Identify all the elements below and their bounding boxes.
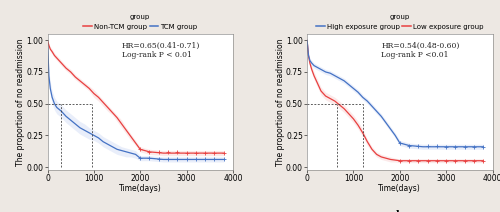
Text: HR=0.65(0.41-0.71)
Log-rank P < 0.01: HR=0.65(0.41-0.71) Log-rank P < 0.01: [122, 42, 200, 59]
Text: HR=0.54(0.48-0.60)
Log-rank P <0.01: HR=0.54(0.48-0.60) Log-rank P <0.01: [382, 42, 460, 59]
Text: b: b: [396, 210, 404, 212]
Y-axis label: The proportion of no readmission: The proportion of no readmission: [276, 38, 284, 166]
X-axis label: Time(days): Time(days): [378, 184, 421, 193]
X-axis label: Time(days): Time(days): [119, 184, 162, 193]
Y-axis label: The proportion of no readmission: The proportion of no readmission: [16, 38, 25, 166]
Legend: High exposure group, Low exposure group: High exposure group, Low exposure group: [316, 14, 484, 30]
Text: a: a: [137, 210, 143, 212]
Legend: Non-TCM group, TCM group: Non-TCM group, TCM group: [84, 14, 197, 30]
